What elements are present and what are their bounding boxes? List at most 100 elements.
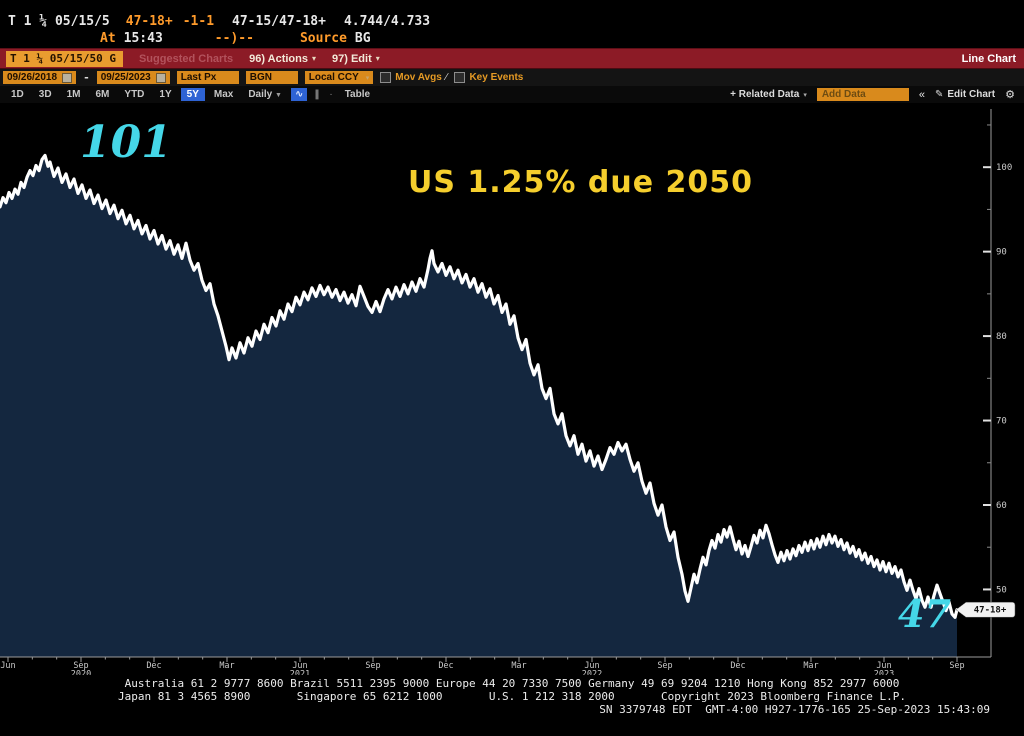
x-tick-label: Jun [0, 661, 15, 671]
footer-copyright-line: Japan 81 3 4565 8900 Singapore 65 6212 1… [117, 690, 907, 703]
key-events-checkbox[interactable]: Key Events [454, 72, 523, 83]
price-line [0, 153, 959, 619]
x-tick-label: Dec [730, 661, 745, 671]
start-date-input-value: 09/26/2018 [7, 72, 58, 83]
frequency-select[interactable]: Daily ▼ [242, 88, 288, 101]
y-tick-label: 90 [996, 248, 1007, 258]
x-tick-label: Mar [219, 661, 234, 671]
source-value: BG [354, 31, 371, 46]
suggested-charts-button[interactable]: Suggested Charts [138, 52, 234, 65]
security-descriptor: T 1 ¼ 05/15/5 [8, 14, 110, 29]
related-data-label: + Related Data [730, 89, 800, 100]
chart-actions-group: + Related Data ▾ Add Data « ✎ Edit Chart… [730, 88, 1019, 101]
price-field-select-value: Last Px [180, 72, 217, 83]
x-tick-label: Jun [876, 661, 891, 671]
x-year-label: 2023 [874, 670, 894, 676]
mov-avgs-checkbox-label: Mov Avgs [395, 72, 442, 83]
line-chart-type-icon[interactable]: ∿ [290, 88, 308, 101]
x-tick-label: Mar [511, 661, 526, 671]
date-range-dash: - [83, 71, 90, 84]
function-toolbar: T 1 ¼ 05/15/50 G Suggested Charts 96) Ac… [0, 48, 1024, 69]
pricing-source-select[interactable]: BGN [245, 71, 298, 84]
related-data-button[interactable]: + Related Data ▾ [730, 89, 807, 100]
pencil-icon[interactable]: ∕ [445, 72, 448, 83]
screen-title: Line Chart [961, 52, 1016, 65]
chevron-down-icon: ▾ [375, 54, 380, 63]
edit-chart-label: Edit Chart [947, 89, 996, 100]
actions-menu[interactable]: 96) Actions ▾ [249, 53, 316, 65]
x-tick-label: Mar [803, 661, 818, 671]
separator-dot-icon: · [329, 89, 333, 100]
range-button-1m[interactable]: 1M [66, 89, 81, 100]
checkbox-icon[interactable] [380, 72, 392, 83]
y-tick-label: 70 [996, 417, 1007, 427]
range-buttons: 1D 3D 1M 6M YTD 1Y 5Y Max [5, 88, 239, 101]
table-button[interactable]: Table [344, 89, 371, 100]
calendar-icon[interactable] [155, 72, 166, 83]
add-data-input[interactable]: Add Data [816, 88, 909, 101]
footer-contact-line: Australia 61 2 9777 8600 Brazil 5511 239… [124, 677, 900, 690]
currency-select[interactable]: Local CCY ▾ [304, 71, 374, 84]
pricing-source-select-value: BGN [249, 72, 272, 83]
bar-chart-type-icon[interactable]: ‖ [314, 89, 320, 100]
ticker-line1: T 1 ¼ 05/15/5 47-18+ -1-1 47-15/47-18+ 4.744… [0, 14, 430, 29]
range-button-1d[interactable]: 1D [11, 89, 24, 100]
x-tick-label: Sep [73, 661, 88, 671]
chevron-down-icon: ▾ [312, 54, 317, 63]
range-button-5y[interactable]: 5Y [180, 88, 205, 101]
y-tick-label: 80 [996, 332, 1007, 342]
chevron-down-icon: ▾ [365, 74, 370, 82]
x-tick-label: Jun [584, 661, 599, 671]
end-date-input-value: 09/25/2023 [100, 72, 151, 83]
x-year-label: 2021 [290, 670, 310, 676]
start-date-input[interactable]: 09/26/2018 [3, 71, 77, 84]
footer-session-line: SN 3379748 EDT GMT-4:00 H927-1776-165 25… [599, 703, 990, 716]
security-ticker-input[interactable]: T 1 ¼ 05/15/50 G [6, 50, 123, 67]
end-date-input[interactable]: 09/25/2023 [96, 71, 170, 84]
range-button-max[interactable]: Max [213, 89, 234, 100]
checkbox-icon[interactable] [454, 72, 466, 83]
collapse-panel-icon[interactable]: « [918, 88, 925, 101]
bid-ask-price: 47-15/47-18+ [232, 14, 326, 29]
currency-select-value: Local CCY [308, 72, 359, 83]
frequency-label: Daily [248, 89, 273, 100]
last-price: 47-18+ [125, 14, 173, 29]
x-year-label: 2020 [71, 670, 91, 676]
edit-menu[interactable]: 97) Edit ▾ [332, 53, 380, 65]
mov-avgs-checkbox[interactable]: Mov Avgs ∕ [380, 72, 447, 83]
chevron-down-icon: ▾ [803, 91, 807, 99]
y-tick-label: 60 [996, 501, 1007, 511]
edit-menu-label: 97) Edit [332, 52, 372, 65]
key-events-checkbox-label: Key Events [469, 72, 524, 83]
range-button-6m[interactable]: 6M [95, 89, 110, 100]
price-area-fill [0, 155, 957, 657]
ticker-line2: At 15:43 --)-- Source BG [0, 31, 371, 46]
range-button-3d[interactable]: 3D [38, 89, 52, 100]
gear-icon[interactable]: ⚙ [1005, 89, 1015, 101]
actions-menu-label: 96) Actions [249, 52, 308, 65]
x-tick-label: Dec [146, 661, 161, 671]
range-button-1y[interactable]: 1Y [159, 89, 172, 100]
edit-chart-button[interactable]: ✎ Edit Chart [935, 89, 995, 100]
range-button-ytd[interactable]: YTD [124, 89, 145, 100]
chart-type-buttons: ∿ ‖ [290, 88, 323, 101]
size-field: --)-- [214, 31, 254, 46]
x-tick-label: Dec [438, 661, 453, 671]
chart-area: 100 90 80 70 60 50 Jun Sep 2020 Dec Mar Jun 2021 Sep D… [0, 103, 1024, 675]
x-tick-label: Sep [949, 661, 964, 671]
source-label: Source [299, 31, 347, 46]
chart-settings-toolbar: 09/26/2018 -09/25/2023 Last Px BGN Local CCY… [0, 69, 1024, 86]
x-year-label: 2022 [582, 670, 602, 676]
chart-title-annotation: US 1.25% due 2050 [408, 165, 754, 200]
calendar-icon[interactable] [62, 72, 73, 83]
pencil-icon: ✎ [934, 89, 944, 100]
quote-time: 15:43 [123, 31, 163, 46]
x-tick-label: Jun [292, 661, 307, 671]
price-field-select[interactable]: Last Px [176, 71, 239, 84]
period-toolbar: 1D 3D 1M 6M YTD 1Y 5Y Max Daily ▼ ∿ ‖ · Table + … [0, 86, 1024, 103]
y-tick-label: 50 [996, 585, 1007, 595]
chevron-down-icon: ▼ [275, 92, 282, 99]
at-label: At [100, 31, 116, 46]
